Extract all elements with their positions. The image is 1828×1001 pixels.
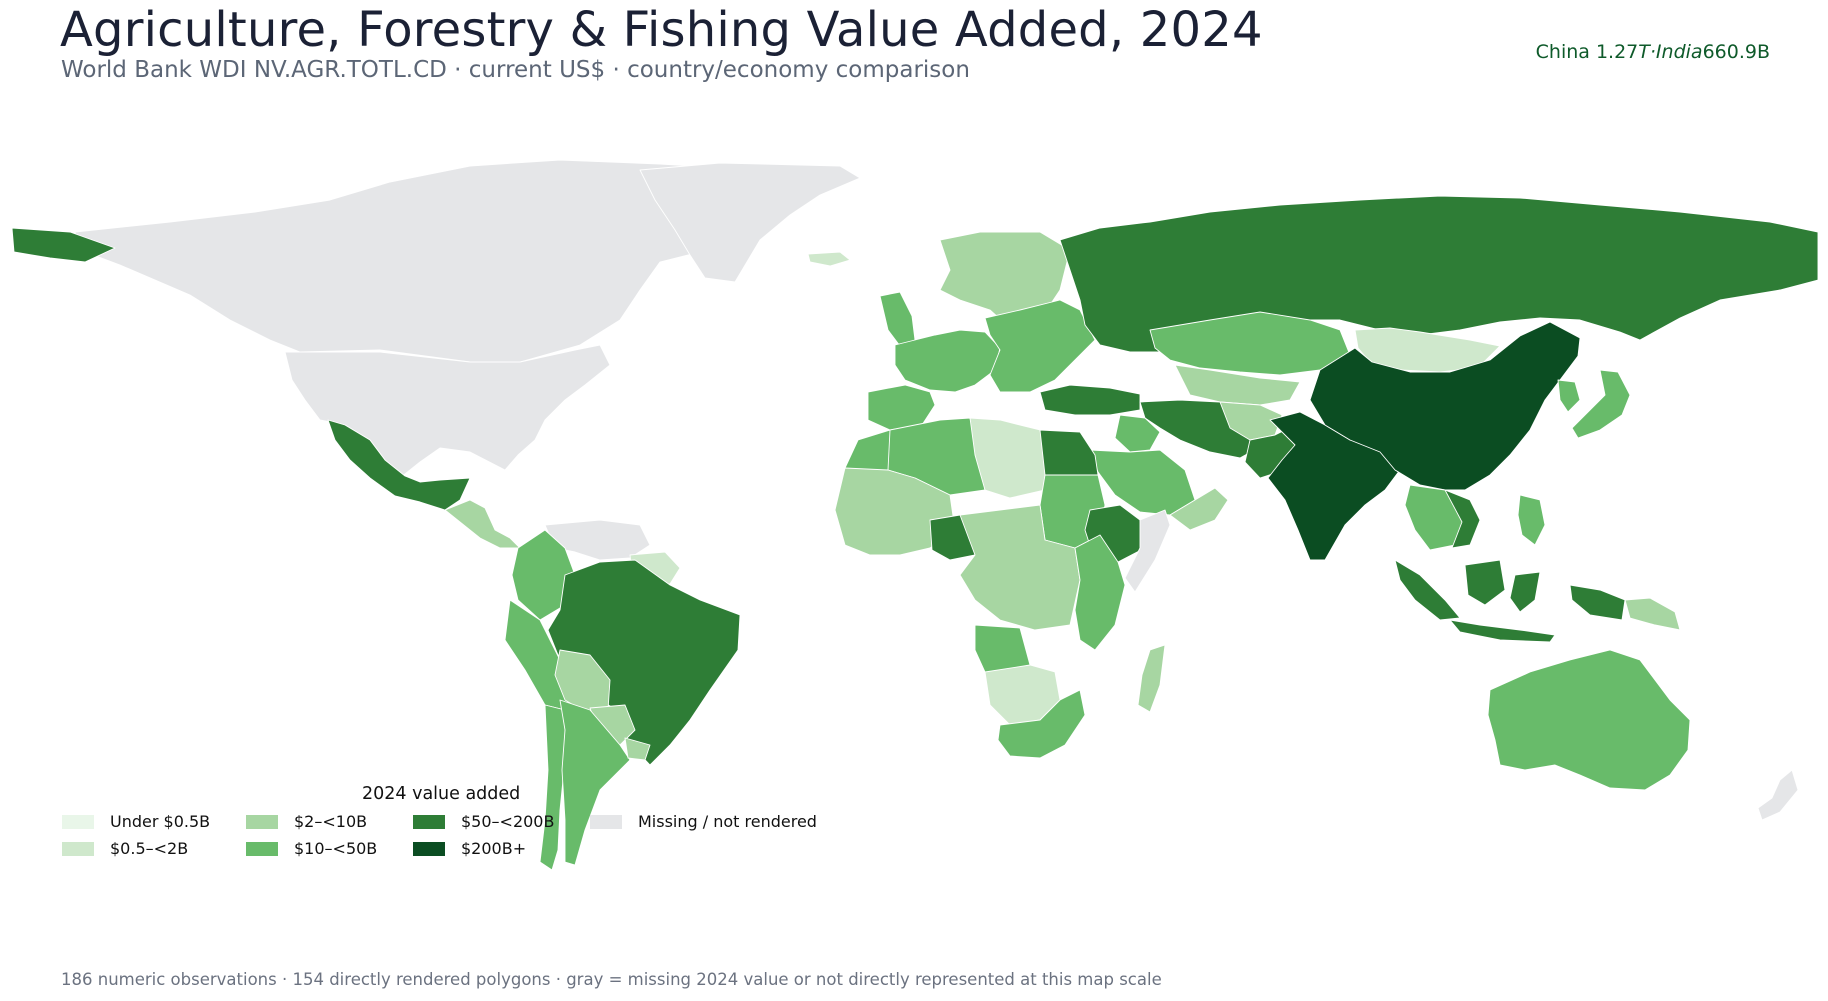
region-central-asia <box>1174 364 1301 406</box>
callout-china: China 1.27 <box>1535 41 1639 63</box>
legend-item-0-5-2b: $0.5–<2B <box>62 839 188 858</box>
map-subtitle: World Bank WDI NV.AGR.TOTL.CD · current … <box>61 57 970 83</box>
region-east-africa <box>1074 534 1126 651</box>
legend-swatch <box>413 841 445 856</box>
legend-swatch <box>413 814 445 829</box>
map-title: Agriculture, Forestry & Fishing Value Ad… <box>60 2 1263 58</box>
region-south-africa <box>997 689 1086 759</box>
legend-swatch <box>62 841 94 856</box>
region-yemen-oman <box>1169 487 1229 531</box>
legend-item-50-200b: $50–<200B <box>413 812 554 831</box>
legend-label: $10–<50B <box>294 839 378 858</box>
region-west-africa <box>834 467 956 556</box>
region-argentina <box>559 699 631 866</box>
legend-label: $0.5–<2B <box>110 839 189 858</box>
region-new-zealand <box>1757 769 1799 821</box>
region-madagascar <box>1137 644 1166 713</box>
region-canada <box>74 159 821 363</box>
legend-swatch <box>246 841 278 856</box>
region-iraq <box>1114 414 1161 453</box>
region-chile <box>539 704 566 871</box>
legend-label: Missing / not rendered <box>638 812 817 831</box>
legend-item-missing: Missing / not rendered <box>590 812 817 831</box>
legend-swatch <box>590 814 622 829</box>
legend-item-under-0-5b: Under $0.5B <box>62 812 210 831</box>
region-papua-new-guinea <box>1624 597 1681 631</box>
region-russia <box>1059 195 1819 353</box>
legend-label: $2–<10B <box>294 812 368 831</box>
world-map <box>0 140 1828 880</box>
region-egypt <box>1039 429 1099 476</box>
legend-label: $200B+ <box>461 839 527 858</box>
region-philippines <box>1517 494 1546 546</box>
region-alaska <box>11 227 116 263</box>
legend-swatch <box>62 814 94 829</box>
region-iberia <box>867 384 936 431</box>
top-values-callout: China 1.27T·India660.9B <box>1536 41 1770 63</box>
legend-item-200b-plus: $200B+ <box>413 839 526 858</box>
region-central-america <box>444 499 521 549</box>
region-mexico <box>327 419 471 511</box>
region-iceland <box>807 251 851 267</box>
legend-item-2-10b: $2–<10B <box>246 812 367 831</box>
region-korea <box>1557 379 1581 413</box>
region-saudi-arabia <box>1089 449 1196 516</box>
region-somalia <box>1124 509 1171 593</box>
region-japan <box>1571 369 1631 439</box>
region-central-africa <box>959 504 1081 631</box>
region-china <box>1309 321 1581 491</box>
legend-label: $50–<200B <box>461 812 555 831</box>
callout-india-label: T·India <box>1638 41 1703 63</box>
legend-swatch <box>246 814 278 829</box>
legend-item-10-50b: $10–<50B <box>246 839 377 858</box>
legend-title: 2024 value added <box>362 784 521 804</box>
region-western-europe <box>894 329 1001 393</box>
region-eastern-europe <box>984 299 1096 393</box>
region-united-states <box>284 344 611 479</box>
region-indonesia <box>1394 559 1626 643</box>
region-united-kingdom <box>879 291 916 347</box>
footnote: 186 numeric observations · 154 directly … <box>61 970 1162 989</box>
region-turkey <box>1039 384 1141 416</box>
region-vietnam <box>1444 489 1481 549</box>
region-greenland <box>639 162 861 283</box>
callout-india-value: 660.9B <box>1702 41 1770 63</box>
region-australia <box>1487 649 1691 791</box>
legend-label: Under $0.5B <box>110 812 211 831</box>
region-uruguay <box>624 737 651 761</box>
